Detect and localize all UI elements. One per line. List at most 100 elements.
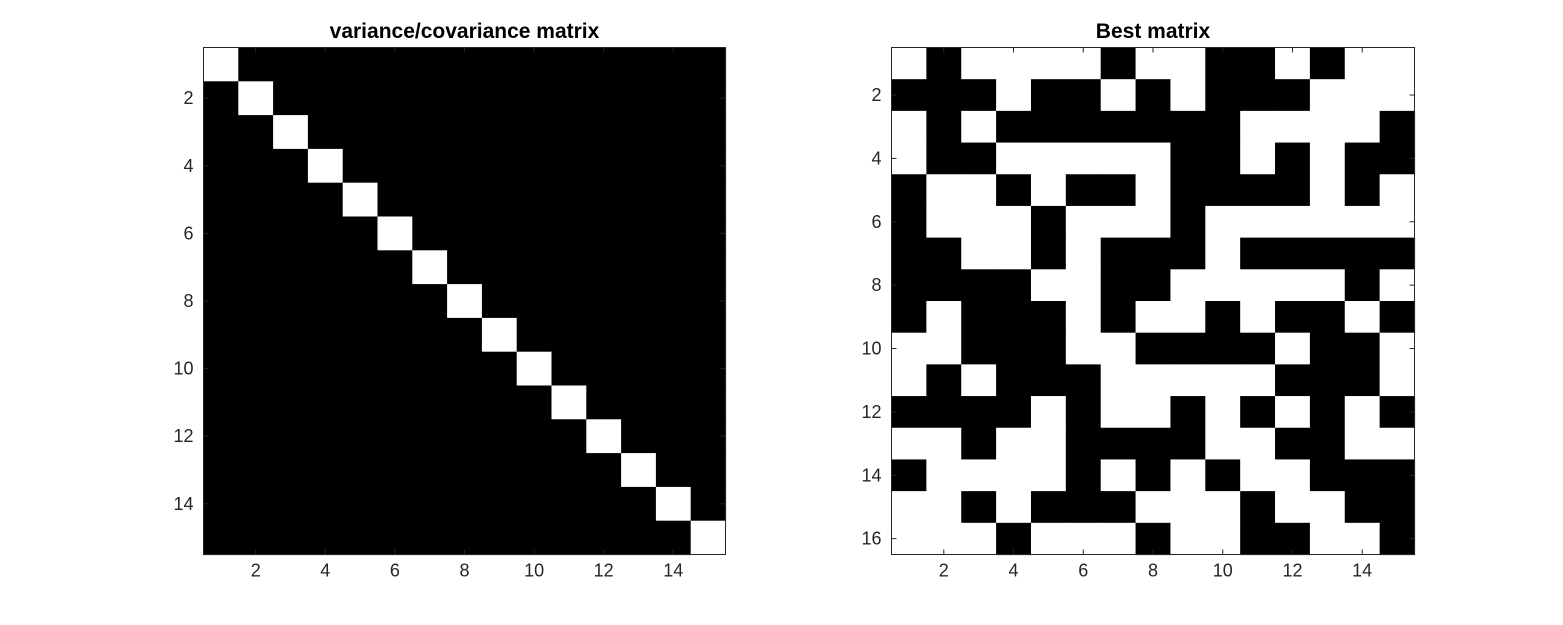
heatmap-cell bbox=[690, 486, 727, 522]
heatmap-cell bbox=[1309, 174, 1346, 207]
heatmap-cell bbox=[377, 47, 413, 82]
heatmap-cell bbox=[412, 115, 448, 150]
heatmap-cell bbox=[1379, 364, 1416, 397]
heatmap-cell bbox=[1100, 301, 1137, 334]
heatmap-cell bbox=[1100, 459, 1137, 492]
heatmap-cell bbox=[1065, 301, 1102, 334]
heatmap-cell bbox=[1170, 79, 1206, 112]
x-tick-label: 2 bbox=[939, 561, 949, 581]
heatmap-cell bbox=[412, 148, 448, 184]
heatmap-cell bbox=[891, 79, 927, 112]
heatmap-cell bbox=[690, 520, 727, 556]
heatmap-cell bbox=[1240, 364, 1276, 397]
heatmap-cell bbox=[412, 351, 448, 387]
heatmap-cell bbox=[1100, 142, 1137, 175]
heatmap-cell bbox=[891, 110, 927, 144]
heatmap-cell bbox=[1065, 205, 1102, 239]
heatmap-cell bbox=[1379, 396, 1416, 429]
heatmap-cell bbox=[447, 115, 483, 150]
x-tick-label: 4 bbox=[320, 561, 330, 581]
heatmap-cell bbox=[655, 81, 692, 116]
heatmap-cell bbox=[1135, 110, 1172, 144]
heatmap-cell bbox=[1170, 364, 1206, 397]
heatmap-cell bbox=[1100, 47, 1137, 80]
heatmap-cell bbox=[586, 47, 622, 82]
heatmap-cell bbox=[307, 250, 344, 285]
heatmap-cell bbox=[1379, 47, 1416, 80]
heatmap-cell bbox=[996, 301, 1032, 334]
heatmap-cell bbox=[203, 453, 239, 488]
heatmap-cell bbox=[447, 216, 483, 251]
heatmap-cell bbox=[307, 486, 344, 522]
heatmap-cell bbox=[1344, 269, 1381, 302]
heatmap-cell bbox=[447, 453, 483, 488]
heatmap-cell bbox=[1170, 269, 1206, 302]
heatmap-cell bbox=[1065, 142, 1102, 175]
heatmap-cell bbox=[621, 385, 657, 420]
heatmap-cell bbox=[1170, 142, 1206, 175]
heatmap-cell bbox=[516, 216, 553, 251]
heatmap-cell bbox=[621, 182, 657, 218]
heatmap-cell bbox=[203, 419, 239, 454]
heatmap-cell bbox=[1309, 332, 1346, 365]
heatmap-cell bbox=[238, 182, 274, 218]
heatmap-cell bbox=[996, 364, 1032, 397]
heatmap-cell bbox=[690, 182, 727, 218]
heatmap-cell bbox=[1240, 332, 1276, 365]
heatmap-cell bbox=[1030, 364, 1067, 397]
heatmap-cell bbox=[203, 317, 239, 353]
heatmap-cell bbox=[447, 284, 483, 319]
heatmap-cell bbox=[1344, 237, 1381, 270]
heatmap-cell bbox=[655, 486, 692, 522]
heatmap-cell bbox=[551, 520, 587, 556]
heatmap-cell bbox=[203, 216, 239, 251]
heatmap-cell bbox=[1135, 396, 1172, 429]
heatmap-cell bbox=[1205, 332, 1241, 365]
heatmap-cell bbox=[996, 79, 1032, 112]
heatmap-cell bbox=[273, 47, 309, 82]
heatmap-cell bbox=[655, 115, 692, 150]
heatmap-cell bbox=[377, 317, 413, 353]
heatmap-cell bbox=[307, 351, 344, 387]
heatmap-cell bbox=[203, 486, 239, 522]
heatmap-cell bbox=[1275, 491, 1311, 524]
heatmap-cell bbox=[273, 520, 309, 556]
heatmap-cell bbox=[655, 520, 692, 556]
heatmap-cell bbox=[1344, 491, 1381, 524]
heatmap-cell bbox=[377, 351, 413, 387]
heatmap-cell bbox=[307, 148, 344, 184]
heatmap-cell bbox=[1240, 110, 1276, 144]
heatmap-cell bbox=[996, 174, 1032, 207]
heatmap-cell bbox=[273, 486, 309, 522]
heatmap-cell bbox=[481, 520, 518, 556]
heatmap-cell bbox=[1135, 174, 1172, 207]
heatmap-cell bbox=[586, 250, 622, 285]
heatmap-cell bbox=[655, 284, 692, 319]
heatmap-cell bbox=[1030, 427, 1067, 461]
heatmap-cell bbox=[342, 216, 379, 251]
heatmap-cell bbox=[961, 47, 997, 80]
heatmap-cell bbox=[307, 115, 344, 150]
heatmap-cell bbox=[1065, 269, 1102, 302]
heatmap-cell bbox=[307, 47, 344, 82]
heatmap-cell bbox=[1205, 79, 1241, 112]
heatmap-cell bbox=[1240, 142, 1276, 175]
y-tick-label: 4 bbox=[183, 156, 193, 176]
heatmap-cell bbox=[996, 491, 1032, 524]
heatmap-cell bbox=[586, 385, 622, 420]
heatmap-cell bbox=[1135, 427, 1172, 461]
heatmap-cell bbox=[996, 47, 1032, 80]
heatmap-cell bbox=[586, 351, 622, 387]
heatmap-cell bbox=[516, 182, 553, 218]
heatmap-cell bbox=[377, 115, 413, 150]
heatmap-cell bbox=[926, 237, 962, 270]
heatmap-cell bbox=[238, 520, 274, 556]
y-tick-label: 12 bbox=[173, 426, 193, 446]
heatmap-cell bbox=[1240, 269, 1276, 302]
heatmap-cell bbox=[1240, 237, 1276, 270]
axis-ticks: 2 4 6 8 10 12 14 2 4 6 8 10 12 14 bbox=[173, 47, 726, 581]
heatmap-cell bbox=[586, 419, 622, 454]
heatmap-cell bbox=[447, 419, 483, 454]
heatmap-cell bbox=[1030, 142, 1067, 175]
heatmap-cell bbox=[1030, 237, 1067, 270]
